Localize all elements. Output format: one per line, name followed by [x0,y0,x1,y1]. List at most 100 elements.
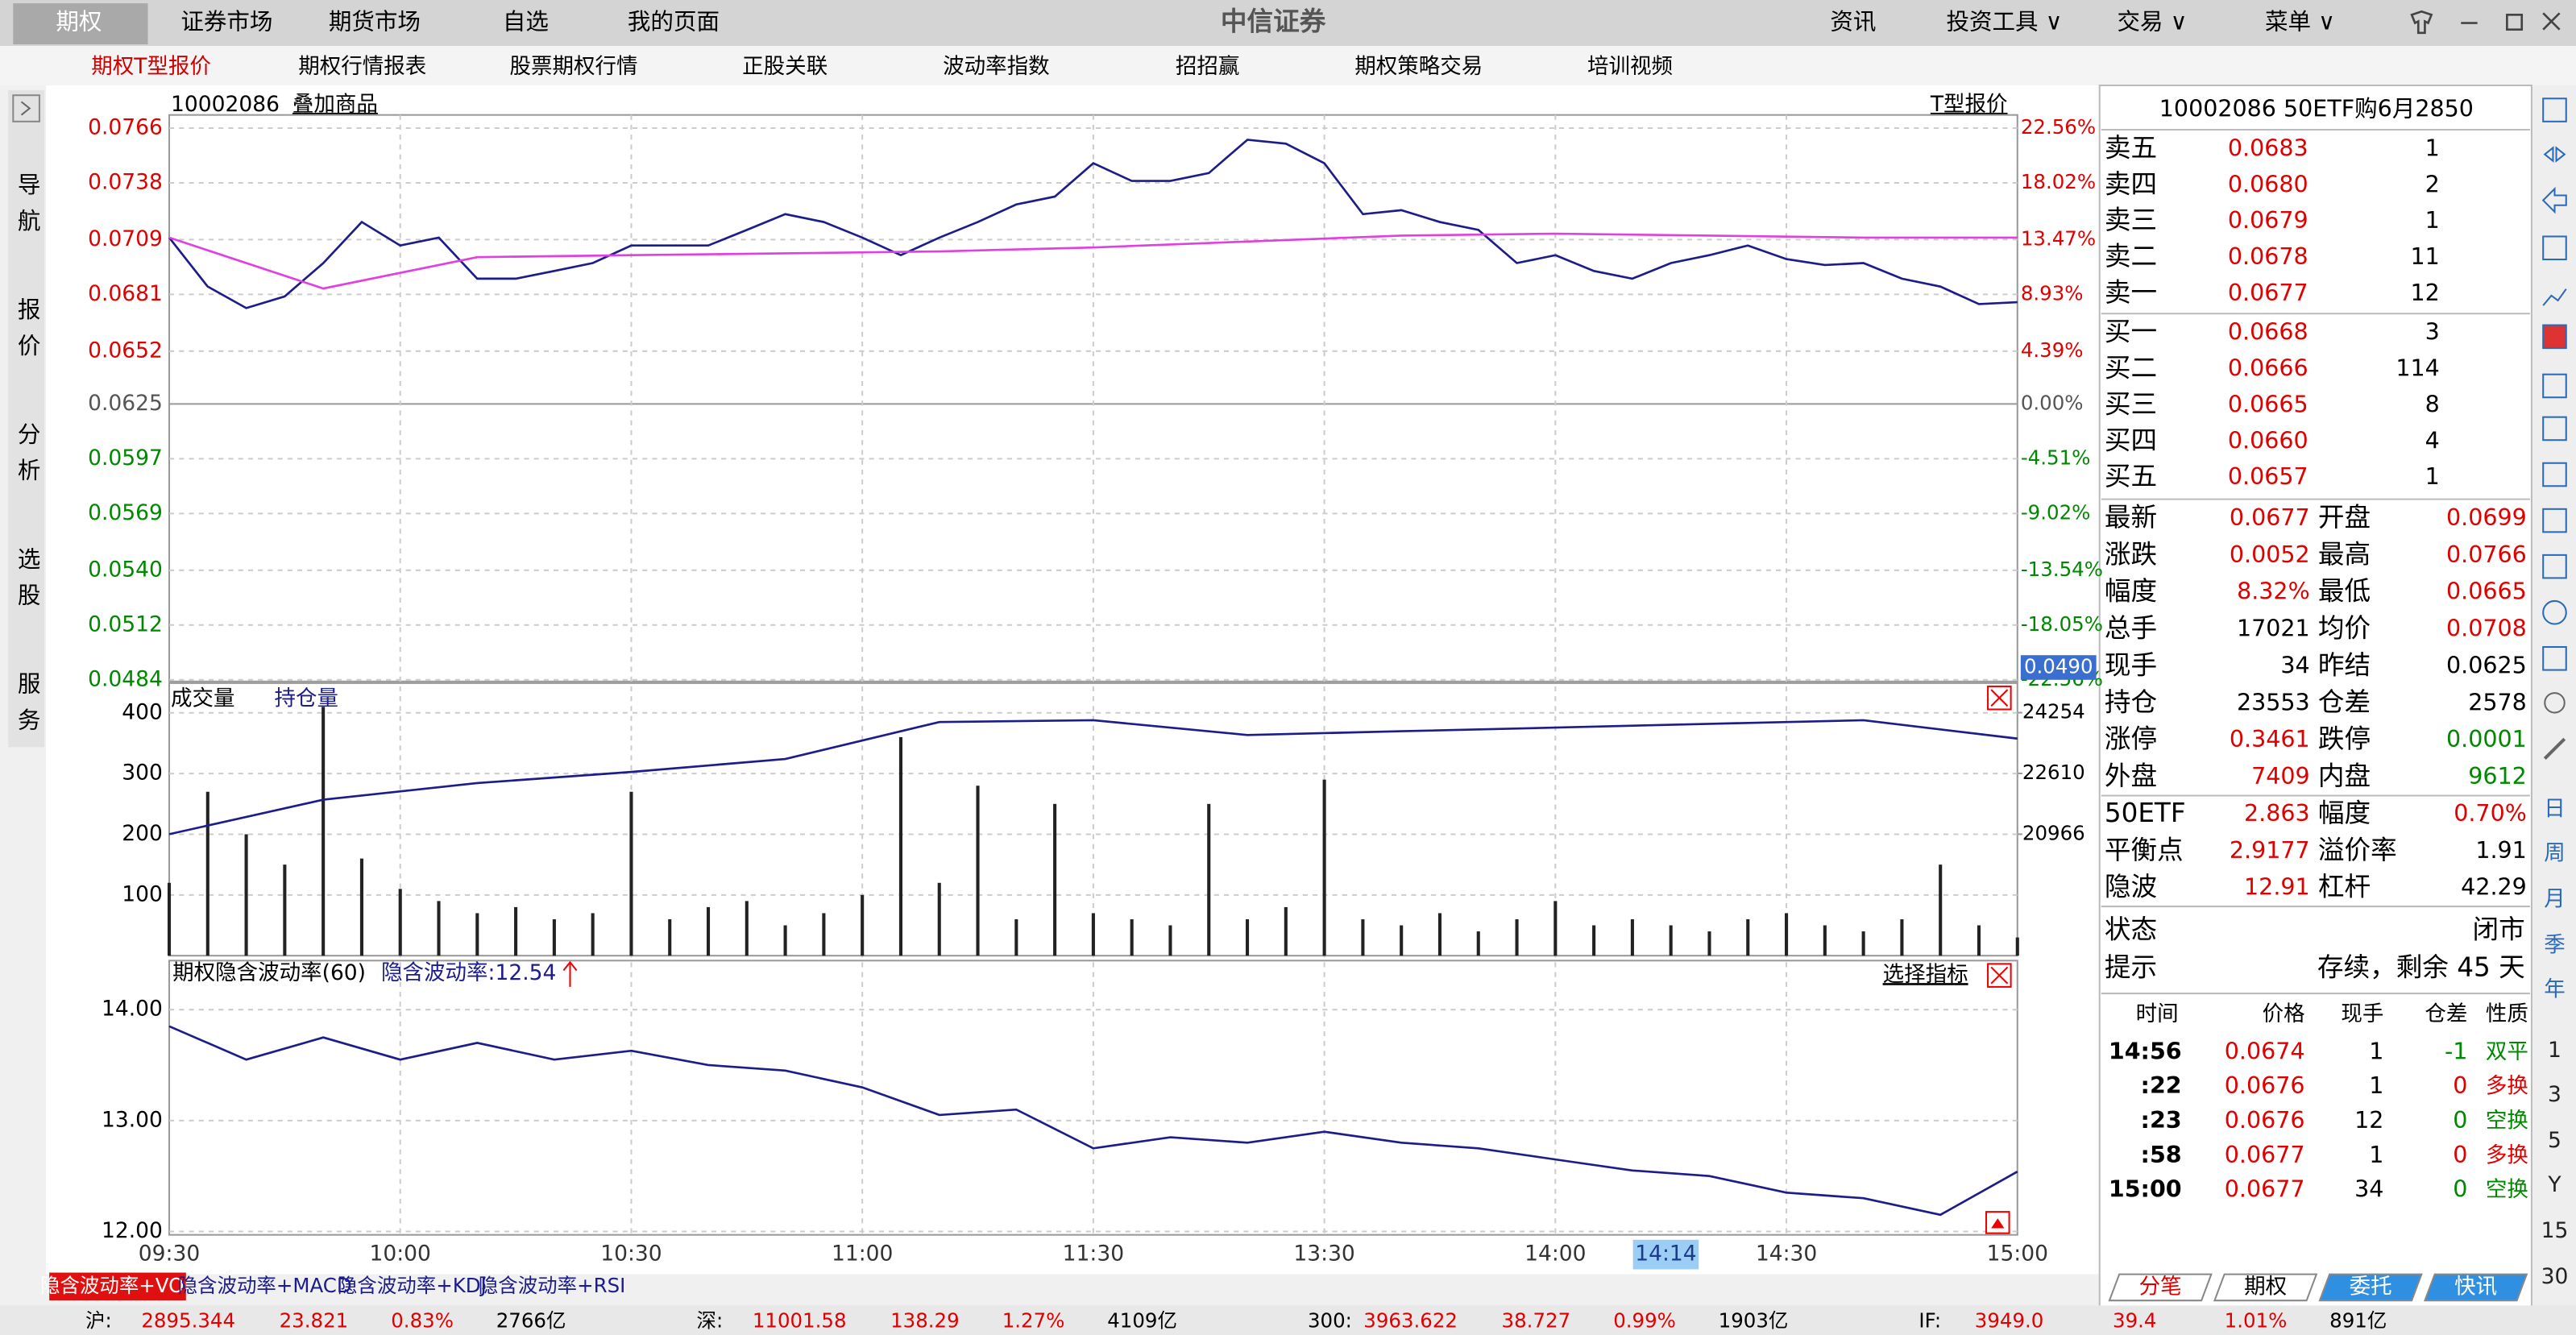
side-tab[interactable]: 委托 [2350,1274,2392,1299]
side-tab-shape[interactable] [2108,1273,2213,1302]
indicator-tab[interactable]: 隐含波动率+VOL [40,1274,195,1297]
tab[interactable]: 期权策略交易 [1354,54,1483,79]
volume-bar [822,913,826,956]
book-volume: 8 [2425,391,2440,417]
overlay-link[interactable]: 叠加商品 [292,92,378,117]
book-label: 卖三 [2105,205,2157,235]
trade-volume: 1 [2369,1038,2383,1064]
tool-icon[interactable] [2544,692,2566,714]
period-button[interactable]: 1 [2548,1038,2561,1063]
menu-item[interactable]: 菜单 ∨ [2265,9,2335,35]
book-volume: 4 [2425,427,2440,454]
t-quote-link[interactable]: T型报价 [1930,92,2008,117]
period-button[interactable]: 30 [2541,1264,2569,1289]
side-tab[interactable]: 分笔 [2139,1274,2182,1299]
volume-bar [552,918,556,956]
quote-title: 10002086 50ETF购6月2850 [2159,96,2474,122]
volume-bar [1553,901,1558,956]
period-button[interactable]: 年 [2544,976,2566,1001]
trade-type: 空换 [2486,1177,2528,1202]
stat-label: 幅度 [2318,798,2371,828]
side-tab-shape[interactable] [2318,1273,2423,1302]
tab[interactable]: 股票期权行情 [509,54,637,79]
x-tick-label: 10:00 [370,1242,431,1267]
side-tab-shape[interactable] [2213,1273,2318,1302]
menu-item[interactable]: 期货市场 [329,9,421,35]
nav-toggle[interactable] [12,94,40,122]
period-button[interactable]: 3 [2548,1082,2561,1107]
menu-item[interactable]: 资讯 [1830,9,1876,35]
tab[interactable]: 培训视频 [1587,54,1673,79]
period-button[interactable]: 季 [2544,932,2566,957]
stat-value: 8.32% [2237,578,2310,605]
tool-icons [2541,97,2567,761]
tool-icon[interactable] [2542,288,2567,306]
tab[interactable]: 期权行情报表 [298,54,426,79]
stat-label: 持仓 [2105,686,2157,717]
tool-icon[interactable] [2542,235,2567,261]
tool-icon[interactable] [2543,737,2566,761]
tab[interactable]: 期权T型报价 [91,54,211,79]
volume-bar [359,858,363,956]
menu-item[interactable]: 我的页面 [628,9,720,35]
x-tick-label: 11:30 [1063,1242,1124,1267]
select-indicator[interactable]: 选择指标 [1883,962,1968,987]
period-button[interactable]: 5 [2548,1128,2561,1153]
nav-item[interactable]: 报价 [15,297,41,370]
skin-icon[interactable] [2410,10,2433,35]
volume-bar [1785,913,1789,956]
tab[interactable]: 波动率指数 [943,54,1050,79]
cursor-price: 0.0490 [2024,655,2093,678]
book-volume: 1 [2425,135,2440,161]
tool-icon[interactable] [2542,324,2567,350]
tool-icon[interactable] [2542,646,2567,671]
nav-item[interactable]: 服务 [15,672,41,744]
menu-item[interactable]: 证券市场 [180,9,272,35]
side-tab-shape[interactable] [2423,1273,2528,1302]
tool-icon[interactable] [2542,416,2567,442]
hint: 存续，剩余 45 天 [2317,952,2525,983]
tool-icon[interactable] [2542,508,2567,533]
iv-line [168,1025,2018,1217]
volume-bar [1361,918,1365,956]
menu-item[interactable]: 投资工具 ∨ [1946,9,2062,35]
book-label: 买一 [2105,317,2157,347]
period-button[interactable]: Y [2547,1172,2561,1197]
indicator-tab[interactable]: 隐含波动率+MACD [178,1274,352,1297]
close[interactable] [2542,12,2561,31]
menu-item[interactable]: 交易 ∨ [2117,9,2187,35]
tool-icon[interactable] [2542,553,2567,579]
nav-item[interactable]: 选股 [15,547,41,620]
period-button[interactable]: 日 [2544,796,2566,821]
y-tick-label: 0.0569 [88,500,163,525]
stat-label: 跌停 [2318,723,2371,754]
tool-icon[interactable] [2542,373,2567,399]
tool-icon[interactable] [2542,462,2567,487]
trade-time: :58 [2141,1142,2182,1168]
status-item: 138.29 [890,1309,960,1333]
y2-tick-label: 22610 [2022,761,2085,784]
tool-icon[interactable] [2543,146,2566,163]
period-button[interactable]: 周 [2544,840,2566,865]
trade-time: :22 [2141,1072,2182,1099]
tab[interactable]: 正股关联 [742,54,828,79]
tool-icon[interactable] [2542,97,2567,122]
side-tab[interactable]: 快讯 [2454,1274,2497,1299]
tab[interactable]: 招招赢 [1176,54,1240,79]
menu-bar [0,0,2576,47]
volume-bar [1091,913,1095,956]
menu-item[interactable]: 自选 [503,9,549,35]
nav-item[interactable]: 导航 [15,172,41,245]
period-button[interactable]: 15 [2541,1218,2569,1243]
trade-header: 性质 [2486,1001,2528,1026]
indicator-tab[interactable]: 隐含波动率+RSI [479,1274,626,1297]
period-button[interactable]: 月 [2544,886,2566,911]
tool-icon[interactable] [2541,186,2567,214]
maximize[interactable] [2506,14,2524,31]
tool-icon[interactable] [2542,599,2567,625]
nav-item[interactable]: 分析 [15,422,41,495]
indicator-tab[interactable]: 隐含波动率+KDJ [338,1274,487,1297]
side-tab[interactable]: 期权 [2244,1274,2287,1299]
menu-item[interactable]: 期权 [56,9,102,35]
stat-label: 最新 [2105,502,2157,533]
